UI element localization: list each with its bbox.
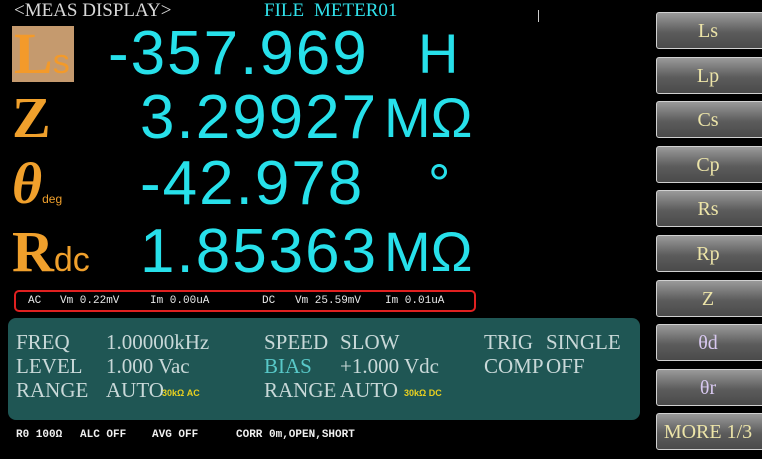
measurement-row: Ls -357.969 H bbox=[0, 22, 650, 86]
label: Z bbox=[12, 85, 51, 150]
setting-label: BIAS bbox=[264, 354, 312, 378]
param-label: Z bbox=[12, 90, 51, 146]
softkey[interactable]: MORE 1/3 bbox=[656, 413, 762, 450]
setting-label: RANGE bbox=[264, 378, 336, 402]
footer-item: ALC OFF bbox=[80, 428, 126, 442]
param-label: θdeg bbox=[12, 156, 62, 212]
unit: ° bbox=[428, 152, 450, 216]
label-sub: deg bbox=[42, 192, 62, 206]
setting-value: OFF bbox=[546, 354, 585, 378]
cursor bbox=[538, 10, 539, 22]
footer-item: R0 100Ω bbox=[16, 428, 62, 442]
dc-label: DC bbox=[262, 294, 275, 308]
setting-value: AUTO bbox=[106, 378, 164, 402]
ac-label: AC bbox=[28, 294, 41, 308]
label: R bbox=[12, 219, 54, 284]
dc-im: Im 0.01uA bbox=[385, 294, 444, 308]
setting-label: COMP bbox=[484, 354, 544, 378]
softkey[interactable]: Ls bbox=[656, 12, 762, 49]
setting-value: SINGLE bbox=[546, 330, 621, 354]
unit: H bbox=[418, 22, 458, 86]
softkey[interactable]: Rs bbox=[656, 190, 762, 227]
softkey[interactable]: Rp bbox=[656, 235, 762, 272]
ac-vm: Vm 0.22mV bbox=[60, 294, 119, 308]
value: 1.85363 bbox=[140, 220, 378, 284]
label-sub: s bbox=[53, 43, 70, 81]
setting-value: +1.000 Vdc bbox=[340, 354, 439, 378]
value: -42.978 bbox=[140, 152, 364, 216]
ac-im: Im 0.00uA bbox=[150, 294, 209, 308]
softkey[interactable]: θr bbox=[656, 369, 762, 406]
meter-screen: <MEAS DISPLAY> FILE METER01 Ls -357.969 … bbox=[0, 0, 762, 459]
footer-item: AVG OFF bbox=[152, 428, 198, 442]
setting-label: LEVEL bbox=[16, 354, 82, 378]
unit: MΩ bbox=[384, 220, 473, 284]
measurement-row: θdeg -42.978 ° bbox=[0, 152, 650, 216]
param-label[interactable]: Ls bbox=[12, 26, 74, 82]
footer-item: CORR 0m,OPEN,SHORT bbox=[236, 428, 355, 442]
unit: MΩ bbox=[384, 86, 473, 150]
setting-value: 1.000 Vac bbox=[106, 354, 190, 378]
softkey[interactable]: Cs bbox=[656, 101, 762, 138]
range-note: 30kΩ DC bbox=[404, 388, 442, 398]
label: L bbox=[14, 21, 53, 86]
value: 3.29927 bbox=[140, 86, 378, 150]
param-label: Rdc bbox=[12, 224, 90, 280]
setting-value: AUTO bbox=[340, 378, 398, 402]
measurement-row: Rdc 1.85363 MΩ bbox=[0, 220, 650, 284]
setting-label: TRIG bbox=[484, 330, 533, 354]
dc-vm: Vm 25.59mV bbox=[295, 294, 361, 308]
softkey[interactable]: θd bbox=[656, 324, 762, 361]
range-note: 30kΩ AC bbox=[162, 388, 200, 398]
setting-label: SPEED bbox=[264, 330, 328, 354]
setting-value: SLOW bbox=[340, 330, 400, 354]
setting-label: RANGE bbox=[16, 378, 88, 402]
setting-value: 1.00000kHz bbox=[106, 330, 209, 354]
softkey[interactable]: Cp bbox=[656, 146, 762, 183]
measurement-row: Z 3.29927 MΩ bbox=[0, 86, 650, 150]
setting-label: FREQ bbox=[16, 330, 70, 354]
value: -357.969 bbox=[108, 22, 369, 86]
label-sub: dc bbox=[54, 241, 90, 279]
softkey[interactable]: Lp bbox=[656, 57, 762, 94]
softkey[interactable]: Z bbox=[656, 280, 762, 317]
label: θ bbox=[12, 151, 42, 216]
